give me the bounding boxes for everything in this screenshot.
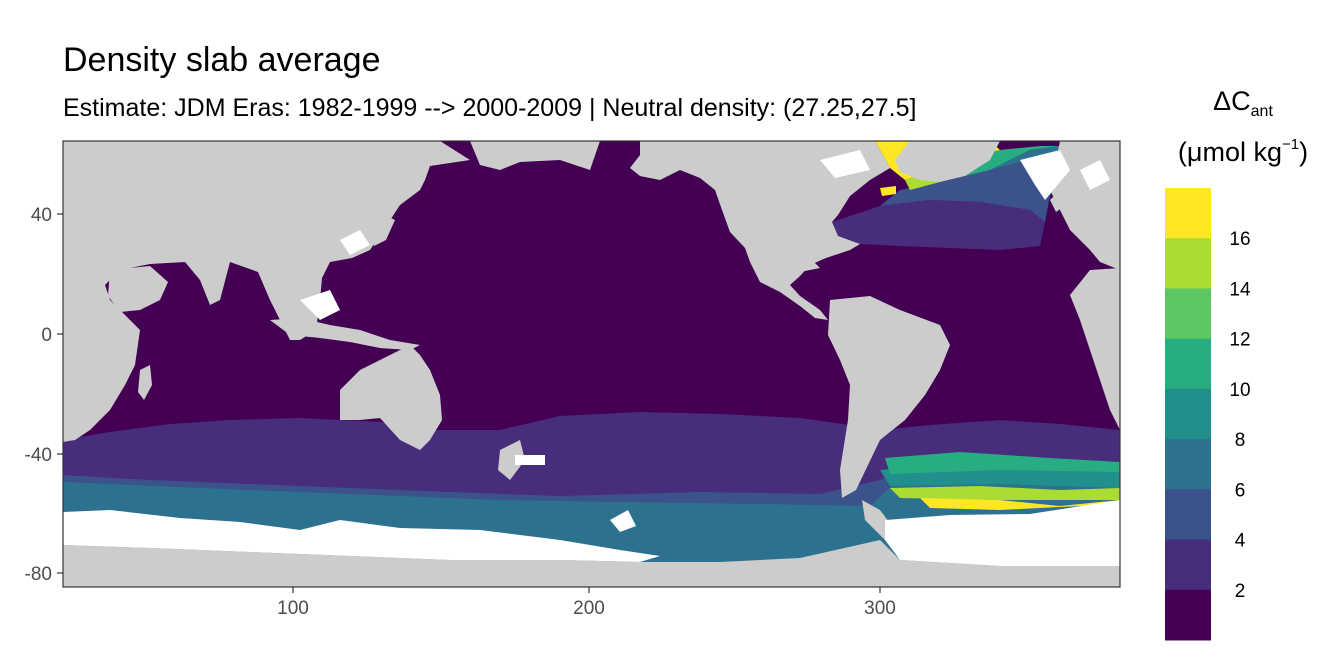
land-new-zealand [498,440,525,480]
legend-tick-label: 8 [1235,430,1246,451]
land-south-america [828,296,950,498]
southern-band-10-12 [885,452,1120,474]
plot-title: Density slab average [63,41,381,79]
natlantic-band-4-6 [880,156,1070,222]
nodata-nz-patch [515,455,545,465]
land-africa-wrap [1070,268,1120,430]
land [63,141,1120,587]
labrador-sea-16-plus [880,186,896,196]
nodata-baltic [1080,160,1110,190]
legend-tick-label: 14 [1229,279,1251,300]
southern-band-16-plus [920,498,1120,510]
nodata-indo-patch [300,290,340,320]
legend-swatch [1165,589,1211,641]
land-eurasia [63,141,470,340]
legend-swatch [1165,489,1211,541]
land-north-america [630,141,890,320]
nodata-arctic-patch [1020,150,1070,200]
y-tick-label: -40 [25,445,52,466]
land-british-isles [1050,190,1066,212]
x-tick-label: 200 [573,598,605,619]
land-madagascar [138,365,152,400]
legend-swatch [1165,439,1211,490]
legend-tick-label: 6 [1235,480,1246,501]
legend-swatch [1165,338,1211,390]
legend-swatch [1165,288,1211,340]
y-tick-label: 0 [41,325,52,346]
legend-swatch [1165,188,1211,239]
legend-swatch [1165,539,1211,591]
land-greenland [895,141,1000,182]
nodata-hudson [820,150,870,178]
nodata-ross-patch [610,510,636,532]
nodata-antarctic-1 [63,510,660,562]
nodata-weddell [885,500,1120,566]
y-tick-label: -80 [25,564,52,585]
x-tick-label: 100 [277,598,309,619]
natlantic-band-10-12 [960,146,1060,176]
x-tick-label: 300 [864,598,896,619]
legend-tick-label: 2 [1235,581,1246,602]
nodata-japan-sea [340,230,370,255]
nodata [63,150,1120,566]
legend-unit: (μmol kg−1) [1177,136,1309,167]
legend-tick-label: 12 [1229,330,1250,351]
legend: 2 4 6 8 10 12 14 16 [1165,188,1251,641]
y-tick-label: 40 [31,205,52,226]
land-indonesia [270,318,420,350]
legend-tick-label: 4 [1235,531,1246,552]
panel-border [62,140,1121,588]
land-japan [370,215,395,246]
land-antarctica [63,540,1120,587]
legend-tick-label: 16 [1229,229,1250,250]
natlantic-band-2-4 [832,200,1045,250]
legend-swatch [1165,238,1211,289]
land-caribbean [790,258,820,272]
legend-title: ΔCant [1213,86,1273,120]
legend-tick-label: 10 [1229,380,1250,401]
land-africa [63,250,140,442]
land-arabia [108,266,168,312]
land-australia [340,345,442,450]
southern-band-14-16 [890,486,1120,500]
plot-subtitle: Estimate: JDM Eras: 1982-1999 --> 2000-2… [63,94,917,122]
legend-swatch [1165,388,1211,440]
land-kamchatka [470,141,600,170]
